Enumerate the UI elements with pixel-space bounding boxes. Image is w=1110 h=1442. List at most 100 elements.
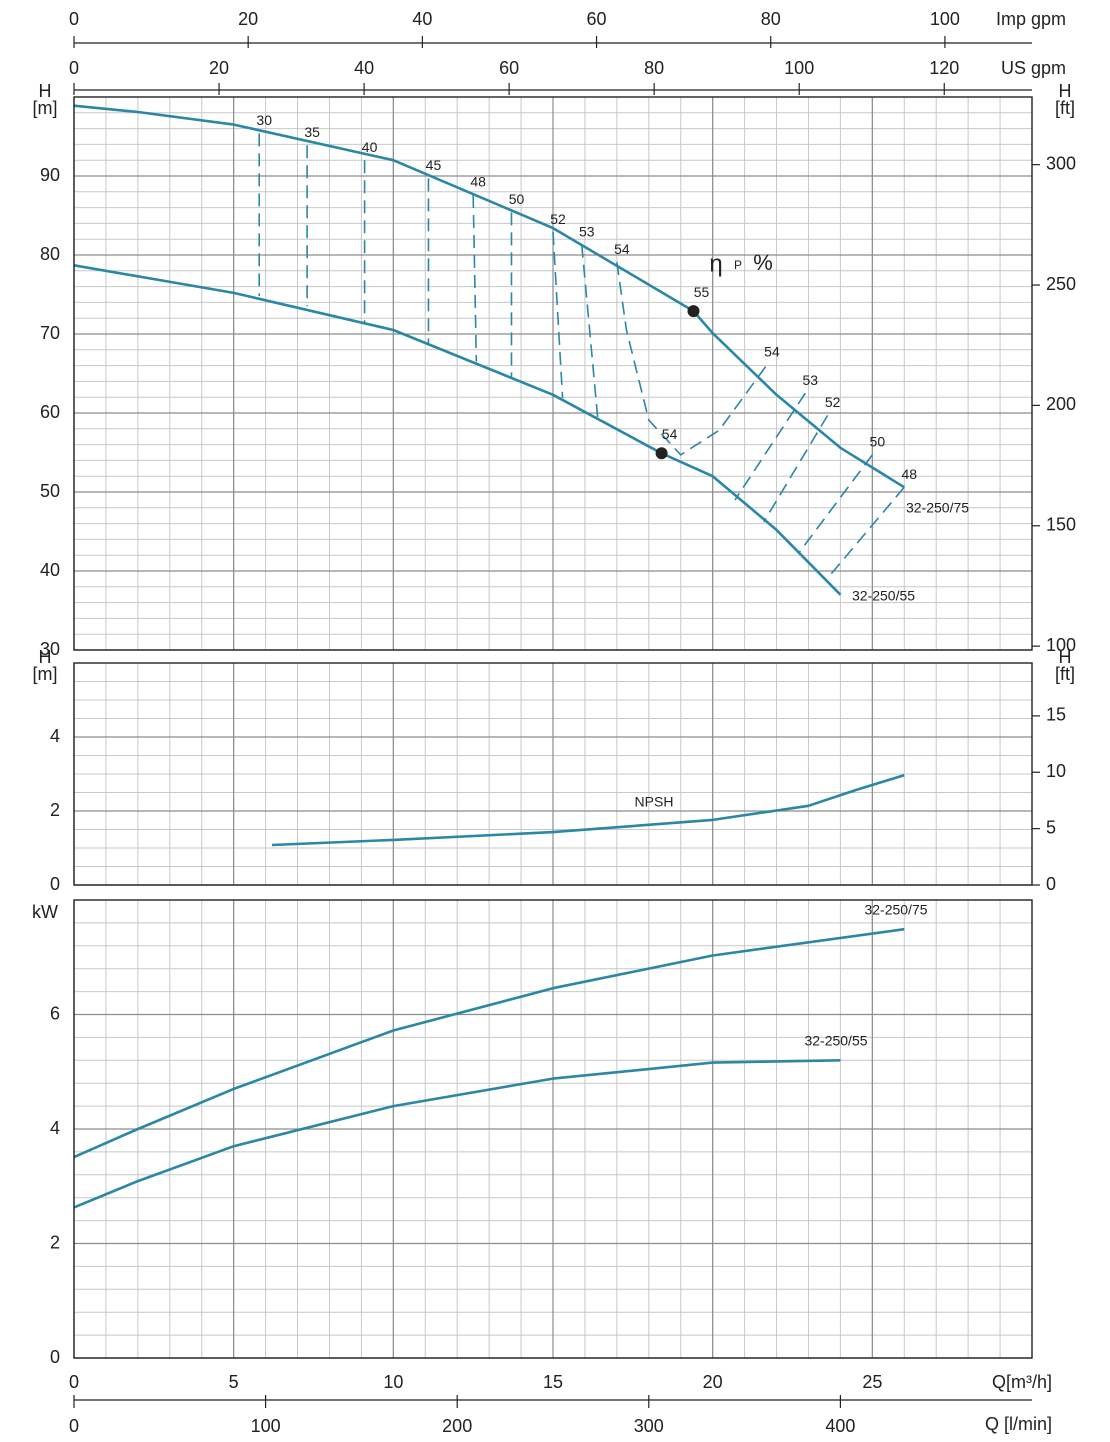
efficiency-line	[763, 414, 829, 523]
top-axis-tick-label: 80	[761, 9, 781, 29]
efficiency-line	[552, 232, 564, 399]
efficiency-label: 50	[870, 434, 886, 450]
y-tick-label: 90	[40, 165, 60, 185]
curve	[73, 1059, 841, 1209]
y-tick-label: 0	[50, 874, 60, 894]
curve-label: 32-250/55	[804, 1033, 867, 1049]
bottom-axis-label: Q [l/min]	[985, 1414, 1052, 1434]
y-tick-label: 60	[40, 402, 60, 422]
x-tick-label: 5	[229, 1372, 239, 1392]
y-axis-unit: [m]	[33, 98, 58, 118]
y-tick-label: 4	[50, 726, 60, 746]
y2-tick-label: 15	[1046, 705, 1066, 725]
x-tick-label: 20	[703, 1372, 723, 1392]
y2-tick-label: 5	[1046, 817, 1056, 837]
y-axis-label: H	[39, 81, 52, 101]
top-axis-tick-label: 20	[238, 9, 258, 29]
y2-tick-label: 250	[1046, 274, 1076, 294]
efficiency-symbol: η	[709, 250, 722, 277]
y2-axis-label: H	[1059, 81, 1072, 101]
bottom-axis-tick-label: 200	[442, 1416, 472, 1436]
top-axis-tick-label: 60	[499, 58, 519, 78]
y2-tick-label: 100	[1046, 635, 1076, 655]
top-axis-tick-label: 100	[784, 58, 814, 78]
y-tick-label: 70	[40, 323, 60, 343]
top-axis-label: Imp gpm	[996, 9, 1066, 29]
curve	[271, 773, 905, 847]
panel-frame	[73, 899, 1033, 1359]
y-axis-unit: [m]	[33, 664, 58, 684]
bottom-axis-tick-label: 300	[634, 1416, 664, 1436]
y2-tick-label: 300	[1046, 153, 1076, 173]
y-axis-label: H	[39, 647, 52, 667]
bottom-axis-tick-label: 100	[251, 1416, 281, 1436]
y2-tick-label: 150	[1046, 515, 1076, 535]
x-tick-label: 25	[862, 1372, 882, 1392]
efficiency-line	[616, 261, 768, 456]
y-tick-label: 6	[50, 1003, 60, 1023]
y-tick-label: 30	[40, 639, 60, 659]
y-tick-label: 80	[40, 244, 60, 264]
curve-label: NPSH	[635, 794, 674, 810]
x-tick-label: 0	[69, 1372, 79, 1392]
bottom-axis-tick-label: 400	[825, 1416, 855, 1436]
efficiency-label: 35	[304, 124, 320, 140]
efficiency-unit: %	[753, 250, 773, 275]
efficiency-label: 52	[825, 394, 841, 410]
curve-label: 32-250/75	[906, 500, 969, 516]
y-tick-label: 2	[50, 800, 60, 820]
efficiency-label: 52	[550, 211, 566, 227]
efficiency-label: 50	[509, 191, 525, 207]
top-axis-label: US gpm	[1001, 58, 1066, 78]
top-axis-tick-label: 80	[644, 58, 664, 78]
y-axis-label: kW	[32, 902, 58, 922]
y2-axis-unit: [ft]	[1055, 98, 1075, 118]
panel-frame	[73, 662, 1033, 886]
y-tick-label: 4	[50, 1118, 60, 1138]
top-axis-tick-label: 20	[209, 58, 229, 78]
bep-label: 54	[662, 426, 678, 442]
top-axis-tick-label: 100	[930, 9, 960, 29]
efficiency-label: 53	[802, 372, 818, 388]
curve	[73, 104, 905, 489]
efficiency-label: 30	[256, 112, 272, 128]
y2-tick-label: 0	[1046, 874, 1056, 894]
y-tick-label: 50	[40, 481, 60, 501]
x-axis-label: Q[m³/h]	[992, 1372, 1052, 1392]
y-tick-label: 0	[50, 1347, 60, 1367]
bep-point	[655, 447, 668, 460]
y2-tick-label: 200	[1046, 394, 1076, 414]
y2-axis-unit: [ft]	[1055, 664, 1075, 684]
top-axis-tick-label: 60	[587, 9, 607, 29]
bep-point	[687, 305, 700, 318]
efficiency-line	[734, 392, 806, 501]
efficiency-line	[827, 486, 905, 579]
top-axis-tick-label: 0	[69, 58, 79, 78]
efficiency-label: 48	[901, 466, 917, 482]
y2-tick-label: 10	[1046, 761, 1066, 781]
x-tick-label: 15	[543, 1372, 563, 1392]
panel-frame	[73, 96, 1033, 651]
y-tick-label: 40	[40, 560, 60, 580]
efficiency-label: 53	[579, 223, 595, 239]
efficiency-line	[472, 194, 478, 362]
efficiency-subscript: P	[734, 258, 742, 272]
efficiency-label: 40	[362, 139, 378, 155]
curve	[73, 927, 905, 1159]
efficiency-line	[798, 454, 873, 554]
top-axis-tick-label: 40	[412, 9, 432, 29]
efficiency-line	[580, 244, 599, 418]
efficiency-label: 48	[470, 174, 486, 190]
efficiency-label: 45	[426, 157, 442, 173]
y-tick-label: 2	[50, 1232, 60, 1252]
curve	[73, 264, 842, 596]
bottom-axis-tick-label: 0	[69, 1416, 79, 1436]
x-tick-label: 10	[383, 1372, 403, 1392]
top-axis-tick-label: 40	[354, 58, 374, 78]
curve-label: 32-250/55	[852, 588, 915, 604]
efficiency-label: 54	[764, 344, 780, 360]
efficiency-label: 54	[614, 241, 630, 257]
curve-label: 32-250/75	[864, 902, 927, 918]
top-axis-tick-label: 120	[929, 58, 959, 78]
